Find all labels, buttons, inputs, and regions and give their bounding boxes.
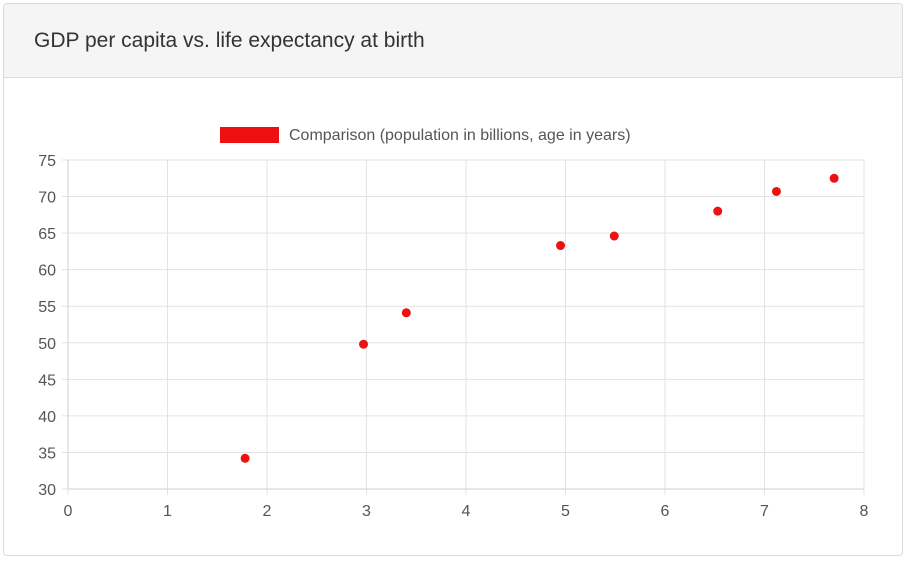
- data-point[interactable]: [713, 206, 723, 216]
- grid-lines: [62, 159, 865, 495]
- y-tick-label: 45: [38, 372, 56, 389]
- x-tick-label: 2: [263, 503, 272, 520]
- data-point[interactable]: [771, 186, 781, 196]
- x-tick-label: 1: [163, 503, 172, 520]
- data-point[interactable]: [609, 231, 619, 241]
- legend-swatch[interactable]: [220, 127, 279, 143]
- y-tick-label: 70: [38, 190, 56, 207]
- y-tick-label: 50: [38, 336, 56, 353]
- axes: [67, 160, 864, 490]
- legend[interactable]: Comparison (population in billions, age …: [220, 127, 631, 144]
- legend-label[interactable]: Comparison (population in billions, age …: [289, 127, 631, 144]
- y-tick-label: 35: [38, 445, 56, 462]
- y-tick-label: 40: [38, 409, 56, 426]
- x-tick-label: 0: [64, 503, 73, 520]
- x-tick-label: 6: [661, 503, 670, 520]
- data-point[interactable]: [556, 241, 566, 251]
- y-tick-labels: 30 35 40 45 50 55 60 65 70 75: [38, 153, 56, 499]
- x-tick-label: 5: [561, 503, 570, 520]
- y-tick-label: 30: [38, 482, 56, 499]
- data-point[interactable]: [359, 339, 369, 349]
- x-tick-label: 8: [860, 503, 869, 520]
- data-points: [240, 173, 839, 463]
- data-point[interactable]: [240, 453, 250, 463]
- x-tick-labels: 0 1 2 3 4 5 6 7 8: [64, 503, 869, 520]
- card-header: GDP per capita vs. life expectancy at bi…: [4, 4, 902, 78]
- x-tick-label: 4: [462, 503, 471, 520]
- data-point[interactable]: [829, 173, 839, 183]
- y-tick-label: 60: [38, 263, 56, 280]
- x-tick-label: 3: [362, 503, 371, 520]
- data-point[interactable]: [401, 308, 411, 318]
- y-tick-label: 65: [38, 226, 56, 243]
- chart-card: GDP per capita vs. life expectancy at bi…: [3, 3, 903, 556]
- x-tick-label: 7: [760, 503, 769, 520]
- card-title: GDP per capita vs. life expectancy at bi…: [34, 28, 425, 52]
- y-tick-label: 55: [38, 299, 56, 316]
- y-tick-label: 75: [38, 153, 56, 170]
